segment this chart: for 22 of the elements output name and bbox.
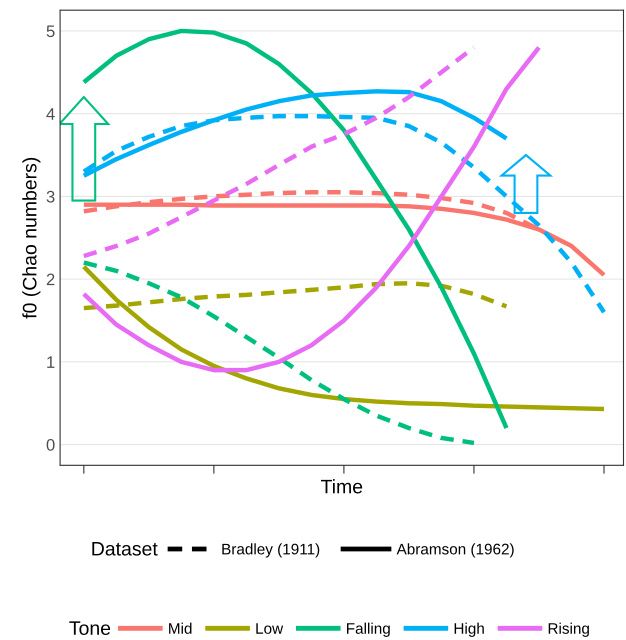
text: Abramson (1962)	[396, 543, 514, 558]
y-tick-label: 1	[47, 356, 54, 368]
y-tick-label: 0	[46, 438, 55, 451]
legend-label: Low	[256, 623, 284, 634]
legend-label: Mid	[169, 622, 192, 634]
legend-label: Rising	[548, 622, 589, 637]
line-series	[82, 260, 476, 446]
y-tick-label: 5	[46, 25, 55, 38]
line-series	[82, 45, 476, 258]
line-series	[82, 264, 606, 412]
text: Dataset	[92, 542, 158, 556]
text: Bradley (1911)	[222, 543, 320, 558]
y-tick-label: 3	[46, 190, 55, 203]
legend-label: High	[454, 622, 484, 637]
line-series	[82, 28, 509, 430]
y-axis-title: f0 (Chao numbers)	[22, 158, 40, 319]
legend-title: Tone	[69, 621, 110, 635]
line-series	[82, 45, 542, 372]
y-tick-label: 4	[46, 108, 55, 120]
y-tick-label: 2	[46, 274, 54, 286]
legend-label: Falling	[347, 622, 390, 637]
x-axis-title: Time	[320, 479, 362, 494]
